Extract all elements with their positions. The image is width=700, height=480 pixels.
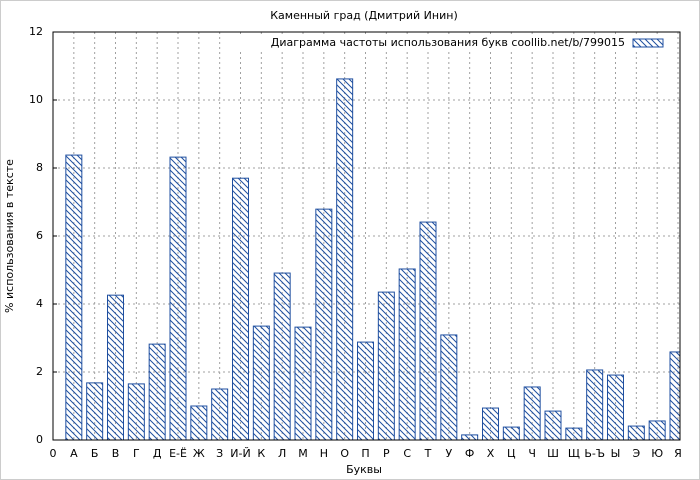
bar [461,434,479,440]
x-tick-label: У [445,447,452,460]
x-tick-label: Л [278,447,286,460]
bar [586,369,604,440]
bar [523,386,541,440]
y-tick-label: 10 [29,93,43,106]
x-tick-label: Ж [193,447,205,460]
bar [544,410,562,440]
x-tick-label: Ь-Ъ [584,447,605,460]
bar [232,177,249,440]
bar [398,268,416,440]
bar [107,294,124,440]
x-tick-label: А [70,447,78,460]
bar [336,78,354,440]
x-tick-label: Ф [465,447,474,460]
legend-swatch [632,38,664,48]
x-tick-label: Е-Ё [169,447,187,460]
x-tick-label: В [112,447,120,460]
bar [273,272,291,440]
x-tick-label: 0 [50,447,57,460]
x-axis-label: Буквы [346,463,382,476]
bar [190,405,208,440]
bar [252,325,270,440]
x-tick-label: Р [383,447,390,460]
bar [607,374,624,440]
x-tick-label: Щ [568,447,580,460]
bar [86,382,104,440]
bar [211,388,229,440]
plot-border [52,31,681,441]
x-tick-label: Б [91,447,99,460]
y-tick-label: 0 [36,433,43,446]
x-tick-label: М [298,447,308,460]
y-tick-label: 2 [36,365,43,378]
x-tick-label: Т [424,447,432,460]
legend-label: Диаграмма частоты использования букв coo… [271,36,625,49]
x-tick-label: О [340,447,349,460]
bar [440,334,458,440]
x-tick-label: Э [632,447,640,460]
y-tick-label: 8 [36,161,43,174]
bar [377,291,395,440]
x-tick-label: Г [133,447,140,460]
legend-background [240,34,676,52]
x-tick-label: И-Й [230,447,250,460]
x-tick-label: Ы [611,447,621,460]
bar [419,221,437,440]
bar [65,154,83,440]
x-tick-label: Ш [547,447,559,460]
x-tick-label: П [361,447,369,460]
y-tick-label: 4 [36,297,43,310]
bar [357,341,374,440]
bar [148,343,166,440]
y-tick-label: 6 [36,229,43,242]
bar [294,326,312,440]
bar [669,351,680,440]
x-tick-label: Ц [507,447,516,460]
bar [315,208,333,440]
bar [502,426,520,440]
x-tick-label: Я [674,447,682,460]
x-tick-label: З [216,447,223,460]
bar [482,407,499,440]
bar [627,425,645,440]
bar [565,427,583,440]
bar [169,156,187,440]
x-tick-label: К [257,447,265,460]
x-tick-label: Ч [528,447,536,460]
x-tick-label: Х [487,447,495,460]
x-tick-label: Д [153,447,162,460]
x-tick-label: С [403,447,411,460]
y-axis-label: % использования в тексте [3,159,16,313]
bar [127,383,145,440]
x-tick-label: Н [320,447,328,460]
x-tick-label: Ю [651,447,663,460]
bar [648,420,666,440]
y-tick-label: 12 [29,25,43,38]
chart-title: Каменный град (Дмитрий Инин) [270,9,458,22]
